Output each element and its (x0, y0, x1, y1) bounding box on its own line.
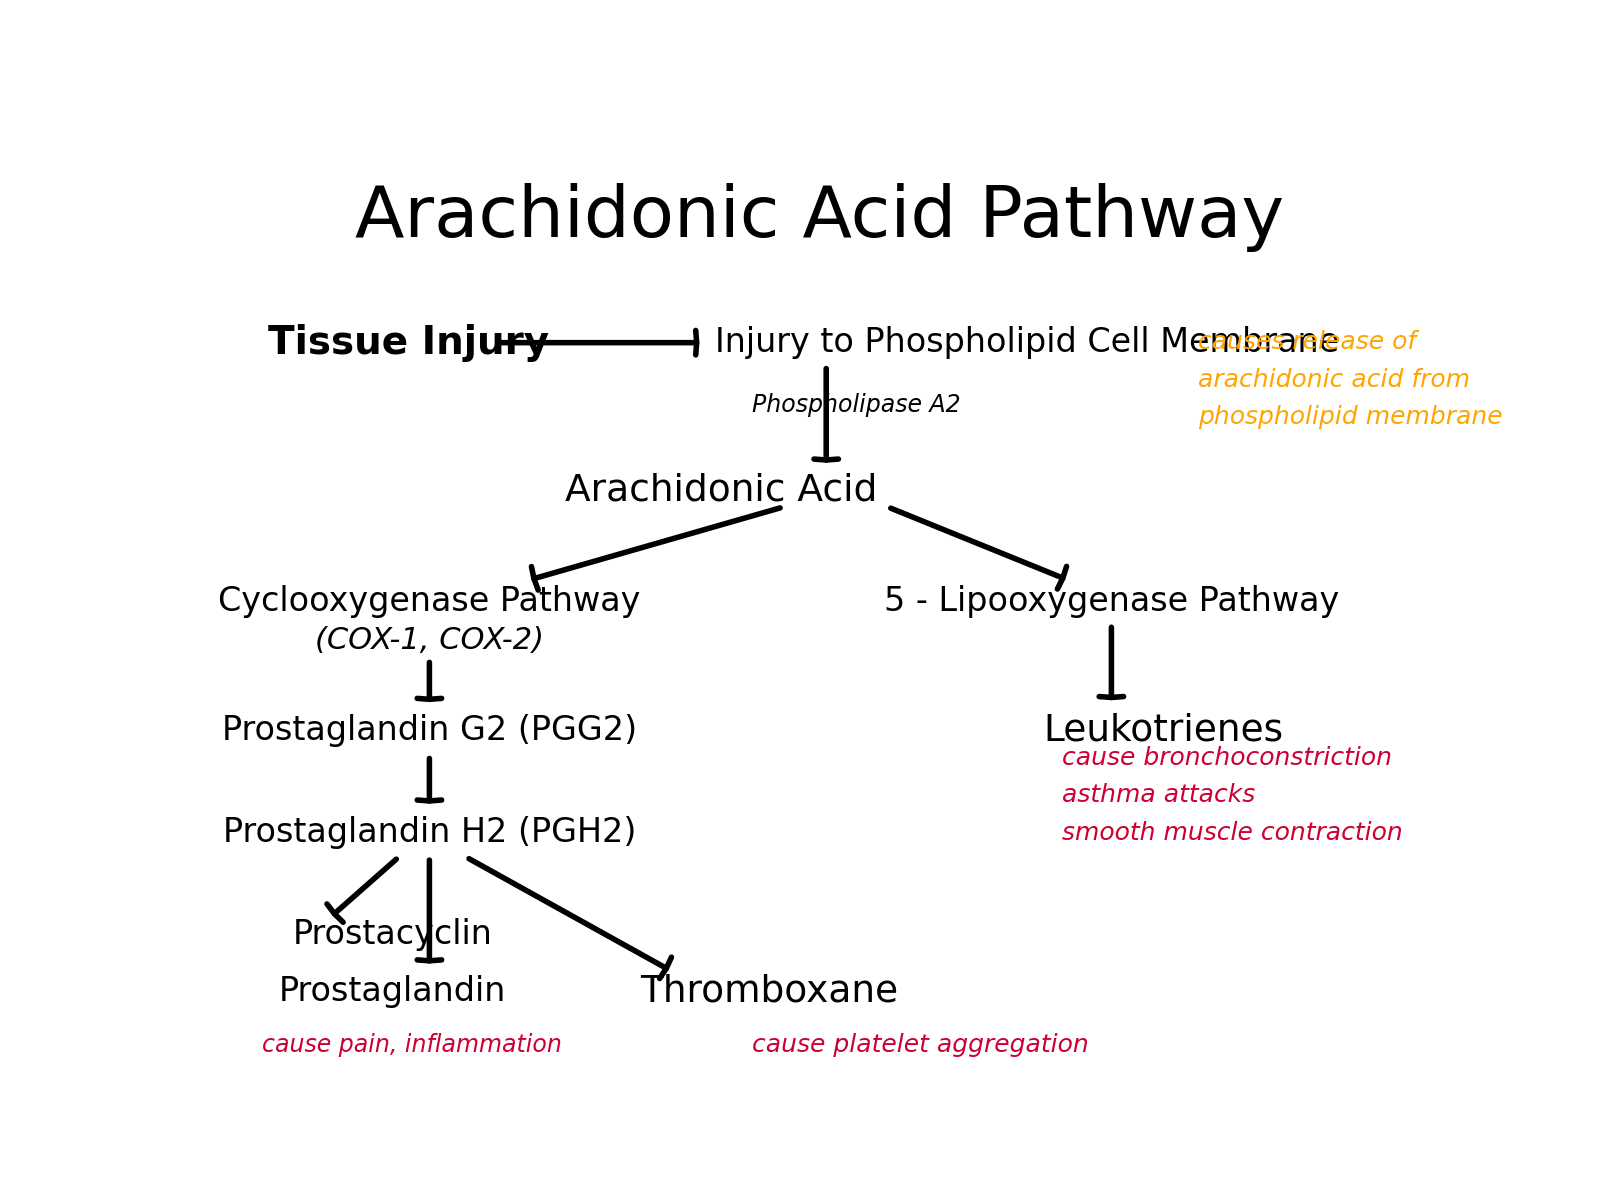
Text: causes release of
arachidonic acid from
phospholipid membrane: causes release of arachidonic acid from … (1198, 330, 1502, 428)
Text: (COX-1, COX-2): (COX-1, COX-2) (315, 625, 544, 655)
Text: cause platelet aggregation: cause platelet aggregation (752, 1033, 1088, 1057)
Text: Phospholipase A2: Phospholipase A2 (752, 392, 960, 416)
Text: Injury to Phospholipid Cell Membrane: Injury to Phospholipid Cell Membrane (715, 326, 1339, 359)
Text: Tissue Injury: Tissue Injury (269, 324, 549, 361)
Text: Leukotrienes: Leukotrienes (1043, 713, 1283, 749)
Text: Cyclooxygenase Pathway: Cyclooxygenase Pathway (218, 584, 640, 618)
Text: cause bronchoconstriction
asthma attacks
smooth muscle contraction: cause bronchoconstriction asthma attacks… (1062, 746, 1403, 845)
Text: Prostaglandin: Prostaglandin (278, 974, 506, 1008)
Text: Prostaglandin G2 (PGG2): Prostaglandin G2 (PGG2) (222, 714, 637, 748)
Text: Arachidonic Acid: Arachidonic Acid (565, 473, 877, 509)
Text: Arachidonic Acid Pathway: Arachidonic Acid Pathway (355, 184, 1285, 252)
Text: Prostacyclin: Prostacyclin (293, 918, 493, 950)
Text: 5 - Lipooxygenase Pathway: 5 - Lipooxygenase Pathway (883, 584, 1339, 618)
Text: Thromboxane: Thromboxane (640, 973, 898, 1009)
Text: Prostaglandin H2 (PGH2): Prostaglandin H2 (PGH2) (222, 816, 637, 848)
Text: cause pain, inflammation: cause pain, inflammation (262, 1033, 562, 1057)
